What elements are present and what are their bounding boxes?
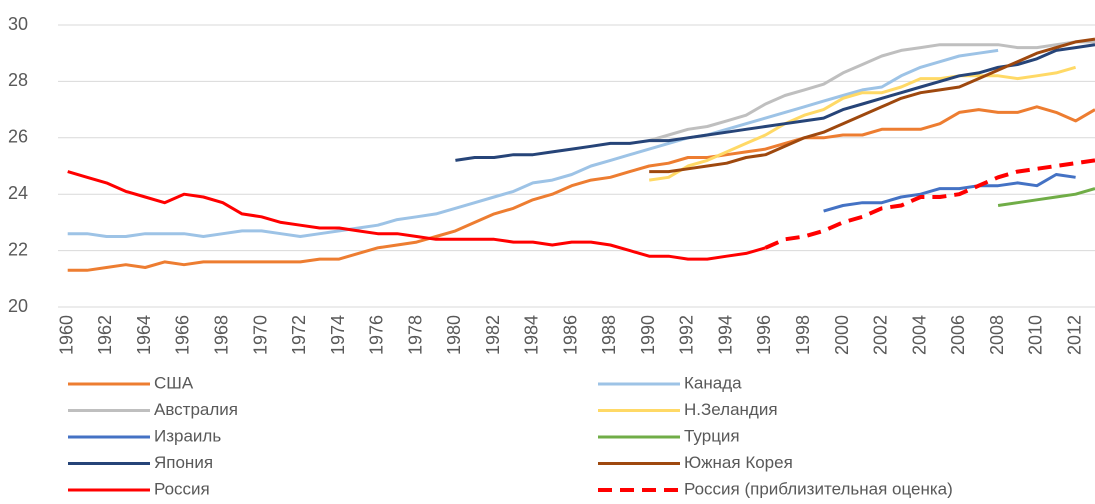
legend-label: Россия (приблизительная оценка)	[684, 479, 953, 498]
x-tick-label: 1962	[95, 315, 115, 355]
x-tick-label: 1966	[173, 315, 193, 355]
legend-label: США	[154, 373, 194, 392]
x-tick-label: 2004	[909, 315, 929, 355]
y-tick-label: 26	[8, 127, 28, 147]
x-tick-label: 1994	[715, 315, 735, 355]
x-tick-label: 2010	[1026, 315, 1046, 355]
x-tick-label: 2006	[948, 315, 968, 355]
data-line	[648, 40, 1095, 143]
x-tick-label: 1980	[444, 315, 464, 355]
data-line	[67, 48, 999, 238]
data-line	[823, 173, 1076, 213]
x-tick-label: 1982	[483, 315, 503, 355]
x-tick-label: 1996	[754, 315, 774, 355]
y-tick-label: 24	[8, 183, 28, 203]
data-line	[455, 43, 1095, 162]
data-line	[997, 187, 1095, 207]
x-tick-label: 1990	[638, 315, 658, 355]
x-tick-label: 1968	[212, 315, 232, 355]
legend-label: Н.Зеландия	[684, 400, 778, 419]
legend-label: Канада	[684, 373, 742, 392]
x-tick-label: 1974	[328, 315, 348, 355]
x-tick-label: 1964	[134, 315, 154, 355]
legend-label: Япония	[154, 453, 213, 472]
x-tick-label: 1960	[56, 315, 76, 355]
y-tick-label: 20	[8, 296, 28, 316]
legend-label: Израиль	[154, 426, 221, 445]
x-tick-label: 1988	[599, 315, 619, 355]
data-line	[648, 65, 1077, 182]
y-tick-label: 30	[8, 14, 28, 34]
legend-label: Россия	[154, 479, 210, 498]
data-line	[67, 105, 1095, 272]
x-tick-label: 1978	[405, 315, 425, 355]
data-line	[67, 170, 766, 261]
x-tick-label: 1984	[522, 315, 542, 355]
x-tick-label: 2000	[832, 315, 852, 355]
x-tick-label: 1976	[367, 315, 387, 355]
y-tick-label: 22	[8, 239, 28, 259]
x-tick-label: 1972	[289, 315, 309, 355]
x-tick-label: 2012	[1064, 315, 1084, 355]
x-tick-label: 1970	[250, 315, 270, 355]
x-tick-label: 1992	[677, 315, 697, 355]
data-line	[764, 158, 1095, 250]
legend-label: Турция	[684, 426, 740, 445]
x-tick-label: 2002	[871, 315, 891, 355]
x-tick-label: 1998	[793, 315, 813, 355]
data-line	[649, 37, 1095, 174]
legend-label: Южная Корея	[684, 453, 793, 472]
x-tick-label: 1986	[560, 315, 580, 355]
legend-label: Австралия	[154, 400, 238, 419]
y-tick-label: 28	[8, 70, 28, 90]
x-tick-label: 2008	[987, 315, 1007, 355]
